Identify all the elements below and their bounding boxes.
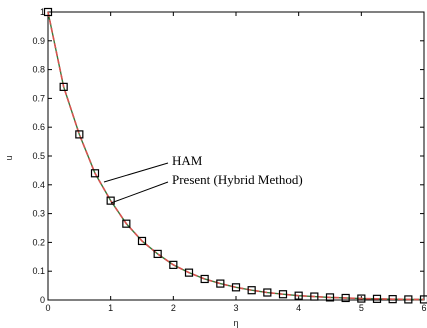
y-tick-label: 0.7 <box>32 93 45 103</box>
data-point-present <box>59 82 68 91</box>
annotation-present-leader <box>110 181 169 204</box>
annotation-ham-leader <box>103 162 169 183</box>
x-tick-label: 6 <box>421 303 426 313</box>
data-point-present <box>294 291 303 300</box>
y-axis-label: u <box>4 155 14 160</box>
y-tick-label: 1 <box>40 7 45 17</box>
x-axis-label: η <box>233 318 238 328</box>
x-tick-label: 4 <box>296 303 301 313</box>
data-point-present <box>310 292 319 301</box>
y-tick-label: 0.8 <box>32 65 45 75</box>
x-tick-label: 1 <box>108 303 113 313</box>
data-point-present <box>153 249 162 259</box>
data-point-present <box>43 7 53 17</box>
x-tick-label: 5 <box>359 303 364 313</box>
data-point-present <box>278 290 288 299</box>
y-tick-label: 0.3 <box>32 209 45 219</box>
data-point-present <box>90 169 100 178</box>
annotation-present-label: Present (Hybrid Method) <box>172 172 303 187</box>
chart-markers <box>43 7 427 304</box>
data-point-present <box>357 294 366 303</box>
data-point-present <box>122 219 131 228</box>
data-point-present <box>169 260 178 269</box>
data-point-present <box>372 294 382 303</box>
chart-ticks: 0 1 2 3 4 5 6 0 0.1 0.2 0.3 0.4 0.5 0.6 0.7 0.8 0.9 1 <box>32 7 426 313</box>
x-tick-label: 2 <box>171 303 176 313</box>
y-tick-label: 0 <box>40 295 45 305</box>
y-tick-label: 0.4 <box>32 180 45 190</box>
data-point-present <box>231 283 241 292</box>
y-tick-label: 0.1 <box>32 266 45 276</box>
chart-axes <box>47 11 425 301</box>
data-point-present <box>75 130 84 139</box>
plot-area-frame <box>47 11 425 301</box>
y-tick-label: 0.5 <box>32 151 45 161</box>
data-point-present <box>325 293 335 302</box>
annotation-present: Present (Hybrid Method) <box>110 172 303 204</box>
data-point-present <box>263 288 272 297</box>
data-point-present <box>200 274 209 284</box>
y-tick-label: 0.2 <box>32 237 45 247</box>
data-point-present <box>419 295 427 304</box>
chart-lines <box>47 11 424 301</box>
data-point-present <box>388 295 397 304</box>
data-point-present <box>216 279 225 288</box>
data-point-present <box>184 268 194 277</box>
x-tick-label: 3 <box>233 303 238 313</box>
data-point-present <box>106 196 115 205</box>
data-point-present <box>137 236 147 246</box>
annotation-ham: HAM <box>103 153 203 183</box>
series-line-present <box>47 11 424 301</box>
series-line-ham <box>47 11 424 301</box>
data-point-present <box>404 295 413 304</box>
data-point-present <box>341 293 350 303</box>
y-tick-label: 0.9 <box>32 36 45 46</box>
data-point-present <box>247 286 256 295</box>
annotation-ham-label: HAM <box>172 153 203 168</box>
x-tick-label: 0 <box>45 303 50 313</box>
y-tick-label: 0.6 <box>32 122 45 132</box>
